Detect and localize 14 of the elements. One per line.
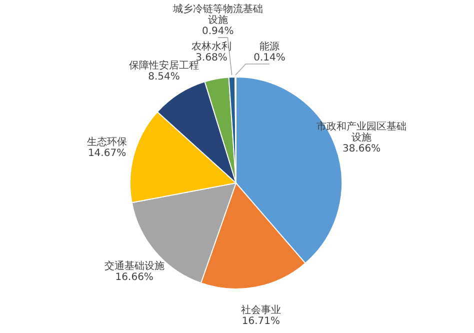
data-label: 16.66% (115, 272, 154, 283)
data-label: 38.66% (342, 143, 381, 154)
data-label: 14.67% (88, 148, 126, 160)
slice-label: 能源 (260, 40, 280, 52)
slice-label: 生态环保 (87, 136, 128, 148)
slice-label: 交通基础设施 (104, 260, 164, 272)
slice-label: 社会事业 (240, 304, 281, 316)
slice-label: 城乡冷链等物流基础设施 (172, 3, 263, 26)
slice-label: 农林水利 (192, 40, 232, 53)
data-label: 0.14% (254, 52, 286, 64)
data-label: 8.54% (148, 71, 180, 82)
data-label: 16.71% (242, 316, 280, 328)
slice-label: 保障性安居工程 (128, 59, 199, 72)
data-label: 0.94% (202, 26, 234, 38)
